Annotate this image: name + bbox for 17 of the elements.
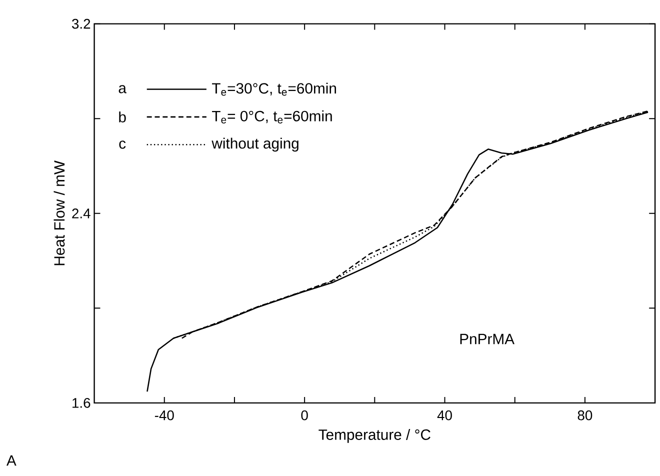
x-tick-label: 40 <box>437 410 452 420</box>
x-axis-title: Temperature / °C <box>318 428 430 443</box>
x-tick-label: 80 <box>578 410 592 420</box>
legend-label: T$_{e}$= 0°C, t$_{e}$=60min <box>212 110 332 124</box>
x-tick-label: 0 <box>301 410 308 420</box>
annotation: PnPrMA <box>460 334 514 344</box>
y-tick-label: 2.4 <box>72 208 90 218</box>
text: A <box>6 455 16 466</box>
y-axis-title: Heat Flow / mW <box>54 160 65 265</box>
y-tick-label: 3.2 <box>72 18 90 29</box>
legend-label: without aging <box>212 138 298 152</box>
y-tick-label: 1.6 <box>72 398 90 408</box>
legend-label: T$_{e}$=30°C, t$_{e}$=60min <box>212 82 336 96</box>
annotation: b <box>119 111 126 122</box>
annotation: a <box>118 84 126 94</box>
x-tick-label: -40 <box>154 410 174 420</box>
annotation: c <box>119 140 126 149</box>
